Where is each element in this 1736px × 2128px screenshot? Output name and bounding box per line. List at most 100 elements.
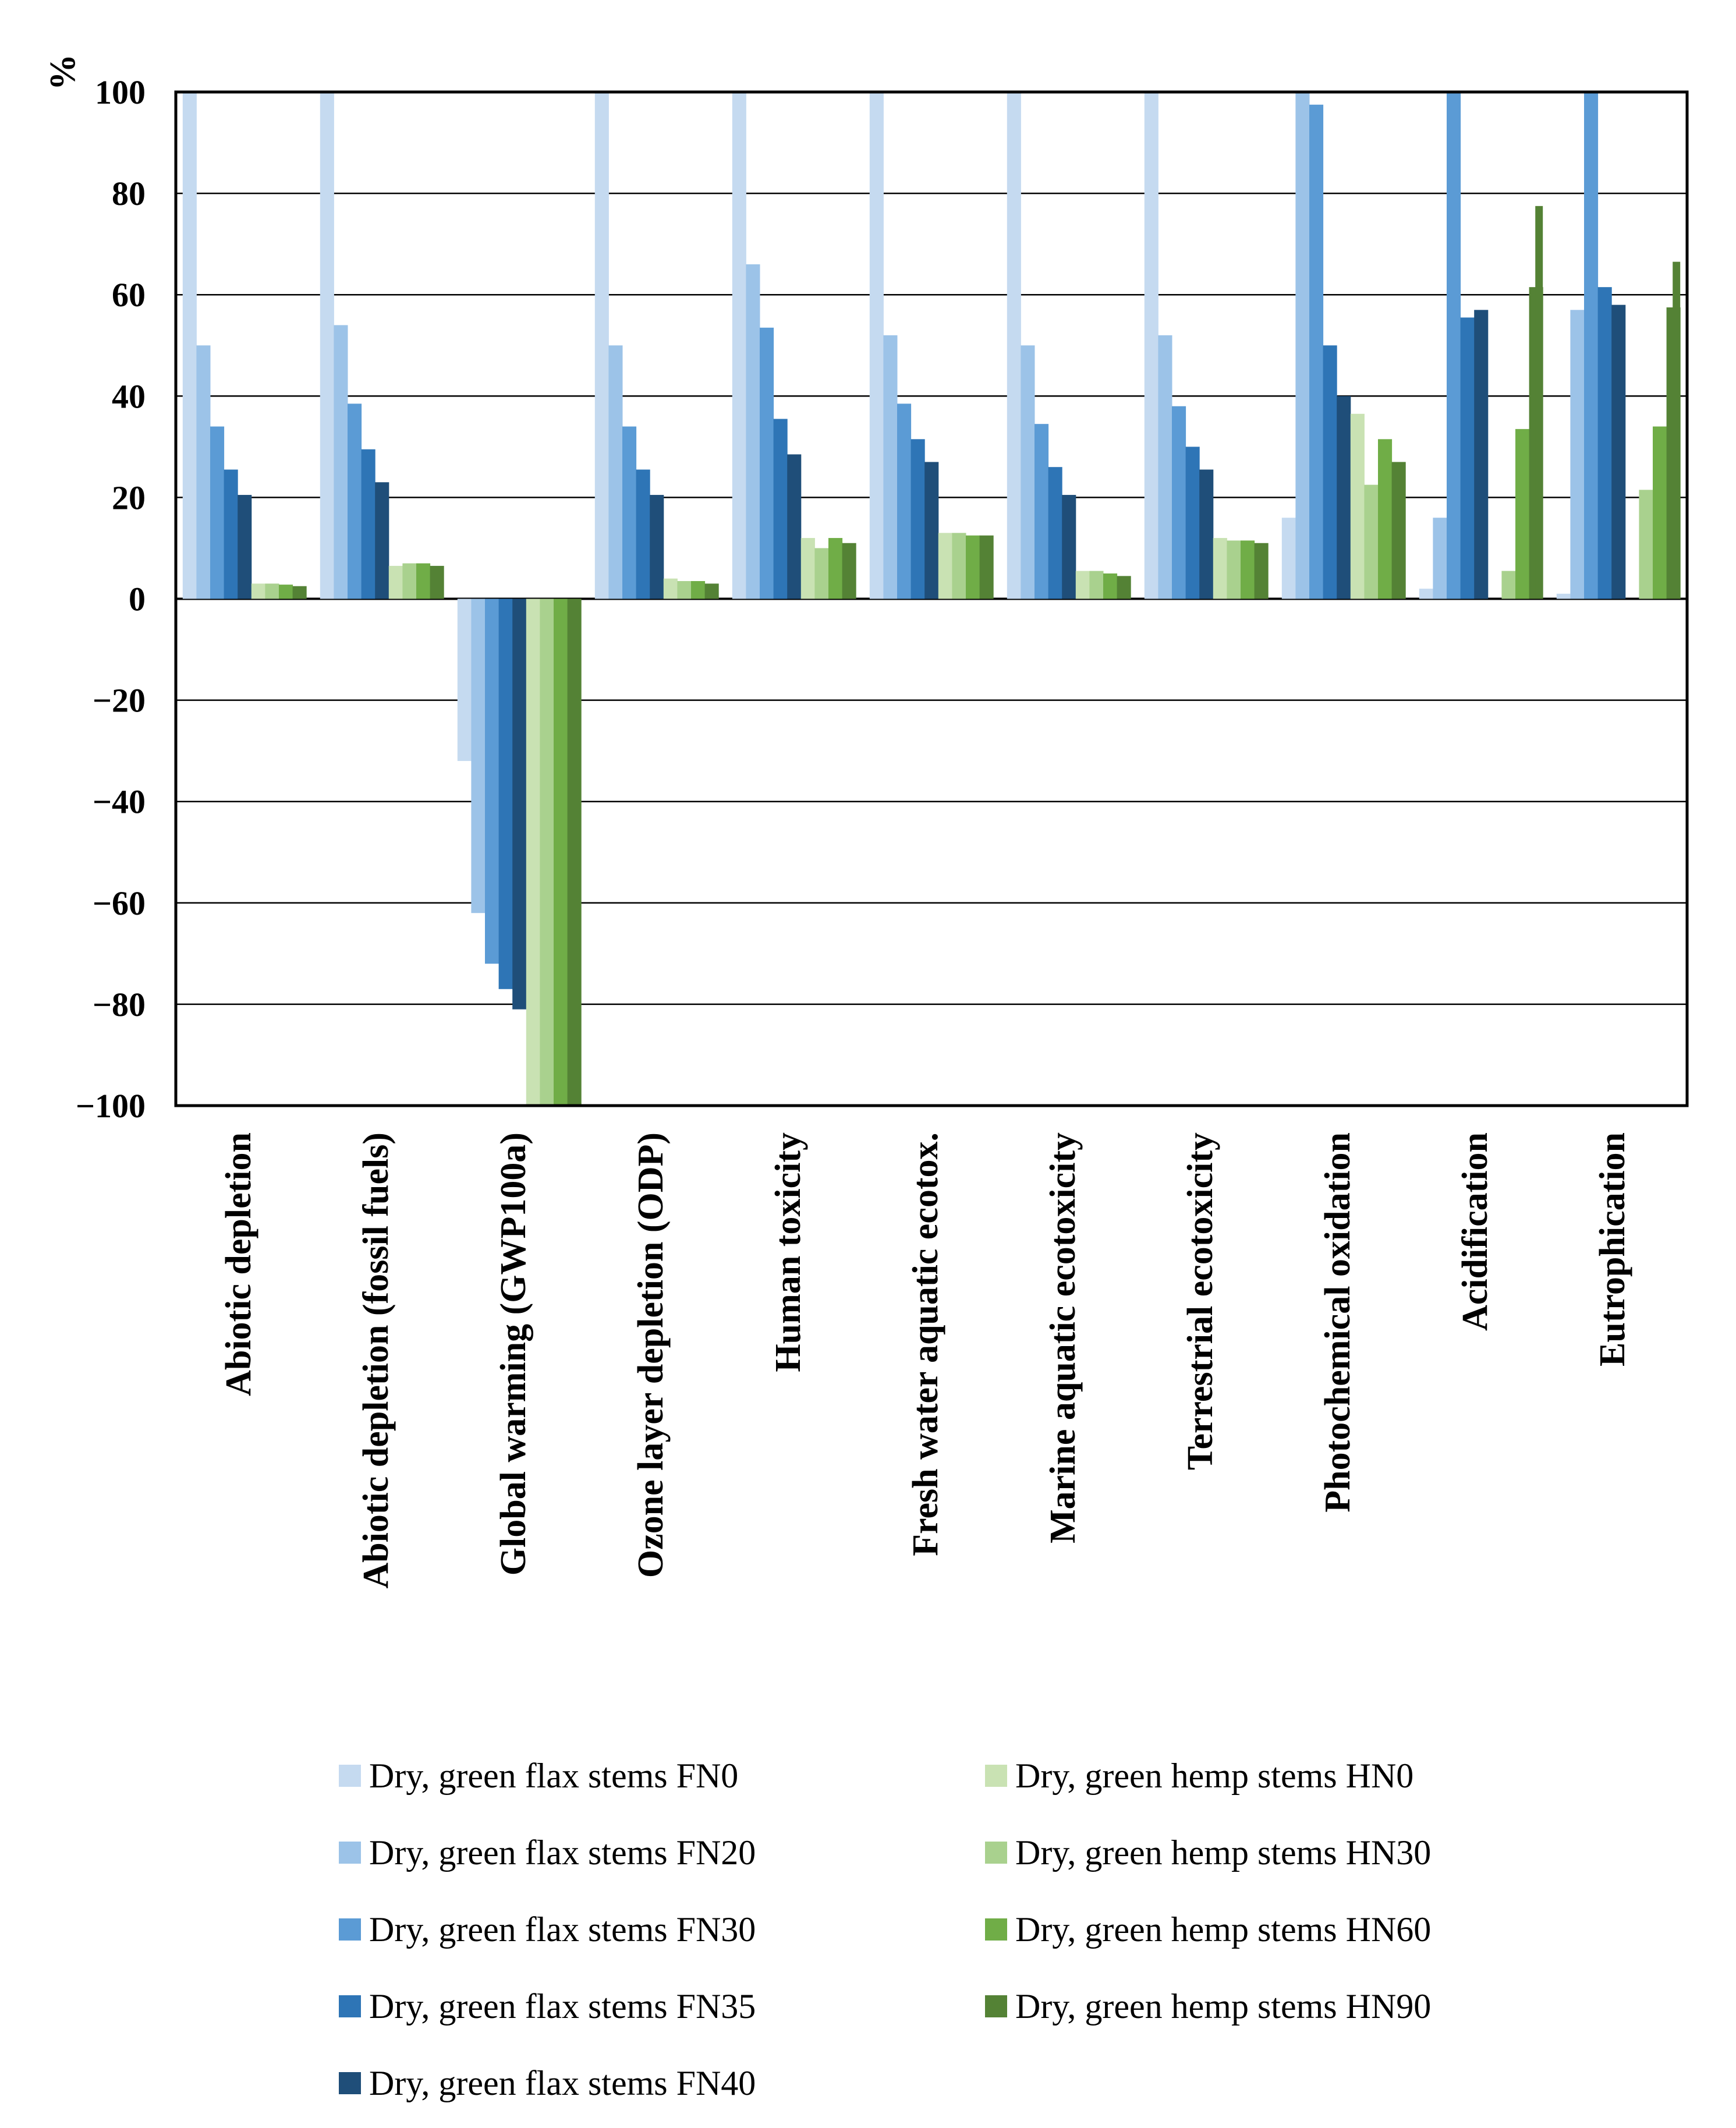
legend-label: Dry, green flax stems FN40 <box>369 2063 756 2102</box>
legend-label: Dry, green flax stems FN30 <box>369 1910 756 1949</box>
legend-swatch <box>985 1842 1007 1864</box>
category-label: Human toxicity <box>768 1132 808 1372</box>
y-axis-ticks: 100 80 60 40 20 0 −20 −40 −60 −80 −100 <box>76 73 146 1125</box>
bar <box>746 264 760 599</box>
y-tick-label: 100 <box>95 73 146 111</box>
bar <box>883 335 898 599</box>
category-label: Photochemical oxidation <box>1318 1132 1358 1513</box>
bar <box>1089 571 1104 599</box>
bar <box>1199 469 1214 599</box>
bar <box>388 565 403 599</box>
y-axis-label: % <box>43 54 83 90</box>
legend-item: Dry, green hemp stems HN30 <box>985 1829 1620 1876</box>
bar <box>1639 490 1653 599</box>
bar <box>251 583 265 599</box>
bar <box>1653 426 1667 599</box>
bar <box>498 599 513 989</box>
bar <box>677 581 692 599</box>
y-tick-label: −80 <box>93 986 146 1024</box>
bar <box>787 454 802 599</box>
x-axis-category-labels: Abiotic depletion Abiotic depletion (foss… <box>219 1132 1632 1589</box>
bar <box>1034 424 1049 599</box>
category-label: Terrestrial ecotoxicity <box>1181 1132 1220 1470</box>
bar <box>1117 576 1131 599</box>
legend-swatch <box>985 1765 1007 1787</box>
bar <box>1158 335 1172 599</box>
y-tick-label: −100 <box>76 1087 146 1125</box>
y-tick-label: 80 <box>112 175 146 213</box>
bar <box>732 92 746 599</box>
legend-swatch <box>339 1918 361 1941</box>
bar-chart: 100 80 60 40 20 0 −20 −40 −60 −80 −100 Abiotic dep… <box>43 54 1689 1589</box>
legend-label: Dry, green hemp stems HN60 <box>1015 1910 1432 1949</box>
bar <box>348 403 362 599</box>
legend-label: Dry, green hemp stems HN0 <box>1015 1756 1414 1795</box>
category-label: Abiotic depletion (fossil fuels) <box>356 1132 396 1589</box>
bar <box>1378 439 1393 599</box>
bar <box>375 482 389 599</box>
bar <box>1673 261 1681 599</box>
category-label: Global warming (GWP100a) <box>494 1132 533 1575</box>
bar <box>1254 543 1269 599</box>
bar <box>430 565 444 599</box>
bar <box>1213 538 1227 599</box>
category-label: Eutrophication <box>1593 1132 1632 1366</box>
legend-swatch <box>339 1765 361 1787</box>
bar <box>1172 406 1186 599</box>
legend-label: Dry, green hemp stems HN90 <box>1015 1987 1432 2026</box>
bar <box>1185 447 1200 599</box>
bar <box>554 599 568 1106</box>
bar <box>224 469 238 599</box>
bar <box>485 599 499 964</box>
legend-swatch <box>339 1995 361 2017</box>
bar <box>1295 92 1310 599</box>
bar <box>1584 92 1599 599</box>
y-tick-label: 20 <box>112 479 146 516</box>
bar <box>512 599 527 1010</box>
bar <box>910 439 925 599</box>
bar <box>1611 304 1626 599</box>
legend-item: Dry, green flax stems FN40 <box>339 2060 985 2106</box>
category-label: Abiotic depletion <box>219 1132 258 1396</box>
bar <box>952 533 966 599</box>
legend-swatch <box>985 1918 1007 1941</box>
bar <box>265 583 279 599</box>
bar <box>1364 484 1379 599</box>
bar <box>1433 518 1447 599</box>
bar <box>1007 92 1021 599</box>
bar <box>636 469 650 599</box>
y-tick-label: −20 <box>93 682 146 720</box>
bar <box>1048 467 1062 599</box>
bar <box>1501 571 1516 599</box>
legend-label: Dry, green hemp stems HN30 <box>1015 1833 1432 1872</box>
category-label: Marine aquatic ecotoxicity <box>1043 1132 1083 1543</box>
bar <box>182 92 197 599</box>
bar <box>828 538 843 599</box>
bar <box>402 563 417 599</box>
bar <box>966 535 980 599</box>
category-label: Ozone layer depletion (ODP) <box>631 1132 671 1578</box>
bar <box>594 92 609 599</box>
bar <box>457 599 472 762</box>
legend-label: Dry, green flax stems FN35 <box>369 1987 756 2026</box>
bar <box>238 495 252 599</box>
bar <box>1227 540 1241 599</box>
legend-item: Dry, green flax stems FN20 <box>339 1829 985 1876</box>
y-tick-label: −40 <box>93 783 146 821</box>
bar <box>526 599 540 1106</box>
bar <box>361 449 375 599</box>
bar <box>1075 571 1090 599</box>
bar <box>1337 396 1351 599</box>
bar <box>897 403 912 599</box>
legend: Dry, green flax stems FN0 Dry, green hemp… <box>339 1752 1620 2106</box>
bar <box>320 92 334 599</box>
bar <box>691 581 706 599</box>
bar <box>1419 589 1433 599</box>
bar <box>979 535 994 599</box>
bar <box>869 92 884 599</box>
bar <box>1474 310 1489 599</box>
y-tick-label: 60 <box>112 276 146 314</box>
bar <box>938 533 952 599</box>
legend-swatch <box>339 2072 361 2094</box>
bar <box>773 419 788 599</box>
